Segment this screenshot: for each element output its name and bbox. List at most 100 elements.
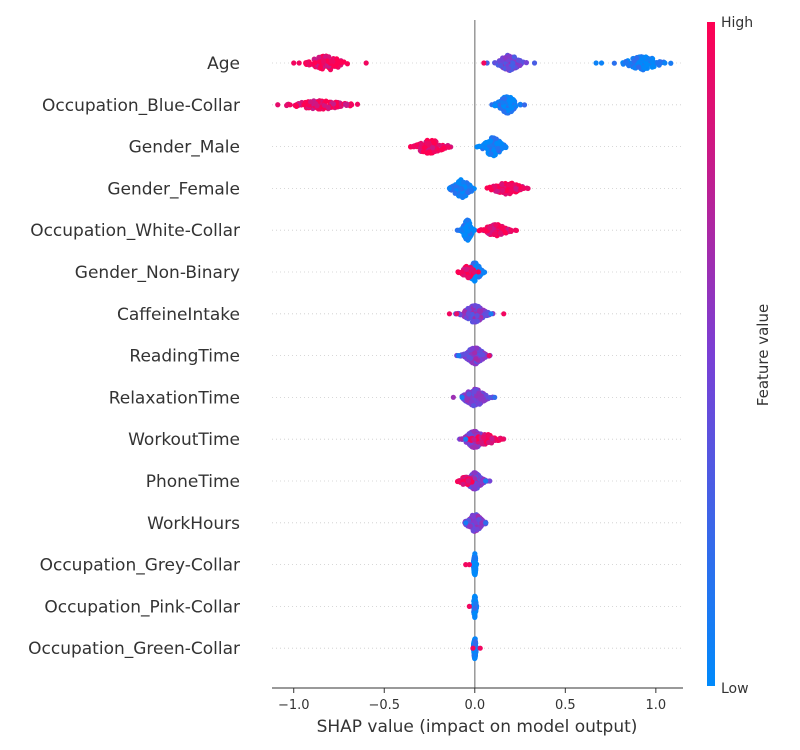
shap-point xyxy=(476,391,482,397)
shap-point xyxy=(460,481,466,487)
shap-point xyxy=(472,350,478,356)
shap-point xyxy=(470,645,476,651)
x-tick-label: −1.0 xyxy=(278,698,310,713)
shap-point xyxy=(501,95,508,102)
shap-point xyxy=(420,149,427,155)
x-ticks: −1.0 −0.5 0.0 0.5 1.0 xyxy=(278,688,666,713)
shap-point xyxy=(446,185,453,191)
feature-label: WorkoutTime xyxy=(128,430,240,450)
shap-point xyxy=(452,190,458,196)
shap-point xyxy=(492,151,498,157)
shap-point xyxy=(462,351,468,358)
x-axis: −1.0 −0.5 0.0 0.5 1.0 SHAP value (impact on … xyxy=(272,687,683,737)
shap-point xyxy=(463,562,469,568)
shap-point xyxy=(489,435,495,442)
shap-point xyxy=(410,144,416,150)
shap-point xyxy=(457,186,463,192)
colorbar-low-label: Low xyxy=(721,681,749,697)
feature-row-points xyxy=(450,386,498,409)
feature-label: WorkHours xyxy=(147,514,240,534)
shap-point xyxy=(472,651,478,658)
shap-point xyxy=(469,346,475,352)
shap-point xyxy=(328,58,335,64)
shap-point xyxy=(314,103,320,109)
shap-point xyxy=(509,105,515,111)
x-axis-title: SHAP value (impact on model output) xyxy=(317,717,638,737)
shap-point xyxy=(483,520,489,526)
shap-point xyxy=(425,150,431,156)
shap-point xyxy=(645,62,651,68)
feature-label: Gender_Female xyxy=(107,179,240,199)
shap-point xyxy=(326,54,332,60)
shap-point xyxy=(464,266,470,272)
shap-point xyxy=(488,151,494,157)
shap-point xyxy=(481,269,487,275)
shap-point xyxy=(463,227,469,233)
feature-row-points xyxy=(466,593,480,620)
shap-point xyxy=(598,60,605,66)
feature-row-points xyxy=(470,636,483,662)
shap-point xyxy=(463,520,469,526)
shap-point xyxy=(486,439,492,446)
shap-point xyxy=(505,181,512,188)
feature-labels: Age Occupation_Blue-Collar Gender_Male Gend… xyxy=(28,54,240,659)
x-tick-label: 0.5 xyxy=(555,698,576,713)
shap-point xyxy=(499,181,505,187)
shap-point xyxy=(323,98,329,104)
shap-point xyxy=(502,144,509,150)
feature-label: Occupation_Blue-Collar xyxy=(42,96,240,116)
shap-point xyxy=(321,102,328,108)
shap-point xyxy=(470,514,476,520)
shap-point xyxy=(471,567,478,573)
shap-point xyxy=(508,227,514,233)
shap-point xyxy=(466,562,472,568)
shap-point xyxy=(470,444,476,450)
shap-point xyxy=(494,188,500,194)
shap-point xyxy=(430,145,436,151)
feature-label: RelaxationTime xyxy=(109,388,240,408)
shap-point xyxy=(517,101,523,107)
feature-row-points xyxy=(454,345,493,367)
shap-point xyxy=(450,394,456,400)
shap-point xyxy=(513,227,520,234)
shap-point xyxy=(492,103,498,109)
shap-point xyxy=(475,269,481,275)
feature-label: CaffeineIntake xyxy=(117,305,240,325)
shap-point xyxy=(457,193,463,199)
shap-point xyxy=(317,65,324,71)
shap-point xyxy=(474,482,480,488)
shap-point xyxy=(471,389,477,395)
shap-point xyxy=(499,436,505,442)
shap-point xyxy=(479,520,485,526)
shap-point xyxy=(508,188,514,194)
shap-point xyxy=(296,60,302,66)
feature-row-points xyxy=(457,428,507,450)
shap-point xyxy=(472,593,478,599)
shap-point xyxy=(312,60,318,66)
shap-point xyxy=(460,179,466,185)
shap-point xyxy=(464,395,470,401)
x-tick-label: 1.0 xyxy=(645,698,666,713)
feature-label: Occupation_Grey-Collar xyxy=(40,556,240,576)
shap-point xyxy=(492,231,498,237)
shap-point xyxy=(483,478,489,484)
shap-point xyxy=(477,645,483,651)
shap-point xyxy=(468,187,475,194)
shap-point xyxy=(656,60,662,66)
shap-point xyxy=(454,311,460,317)
colorbar: High Low Feature value xyxy=(707,15,772,697)
shap-point xyxy=(668,60,674,66)
shap-point xyxy=(301,102,308,108)
shap-point xyxy=(517,58,523,64)
feature-row-points xyxy=(446,303,507,325)
shap-point xyxy=(476,143,482,150)
shap-points xyxy=(275,52,674,662)
shap-point xyxy=(476,308,482,314)
shap-point xyxy=(487,394,493,401)
shap-point xyxy=(275,102,281,108)
shap-point xyxy=(636,64,642,70)
feature-row-points xyxy=(446,177,531,201)
shap-point xyxy=(474,345,480,351)
shap-point xyxy=(505,107,511,113)
